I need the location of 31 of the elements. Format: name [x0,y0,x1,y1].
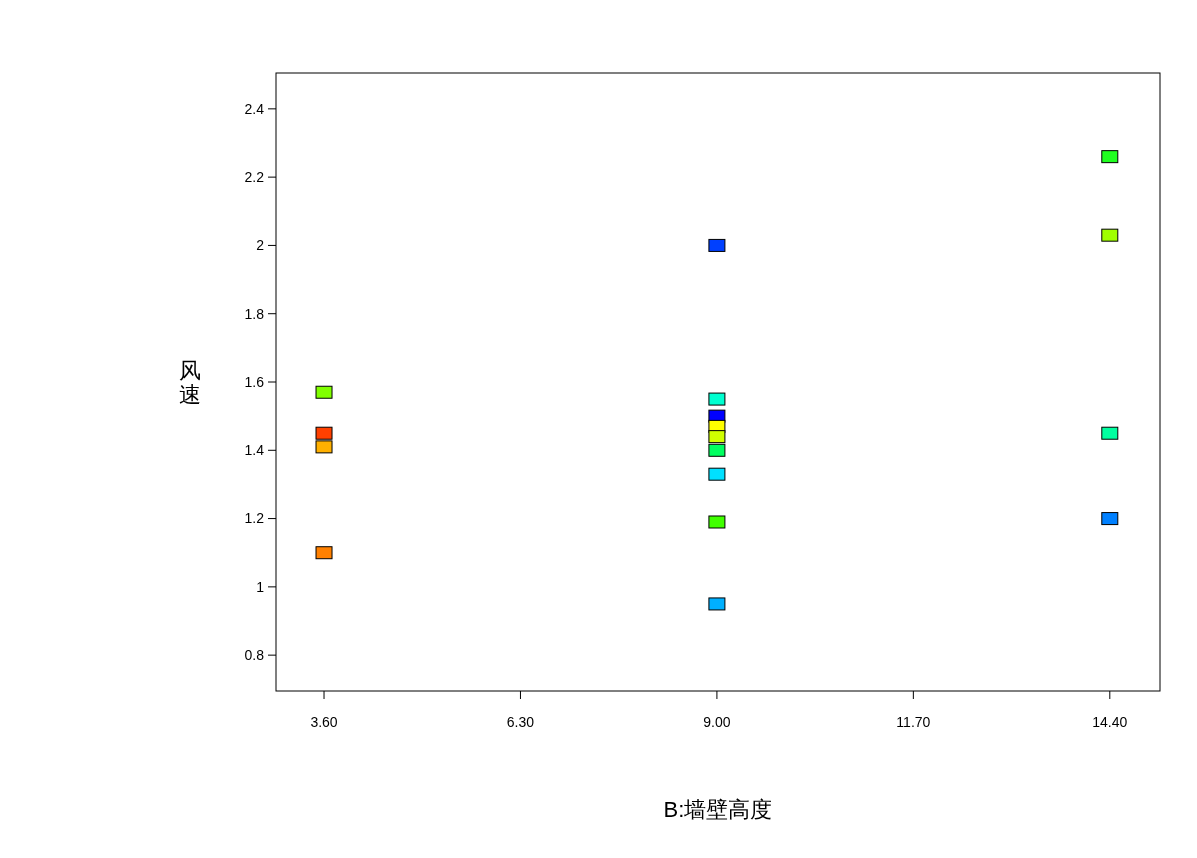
y-tick-label: 1.4 [244,442,265,459]
x-tick-label: 14.40 [1092,714,1128,730]
point [1101,228,1119,242]
point [708,430,726,444]
x-tick-label: 3.60 [310,714,338,730]
point [315,426,333,440]
y-tick-label: 0.8 [244,647,265,664]
point [315,440,333,454]
point [708,238,726,252]
point [315,385,333,399]
y-tick-label: 1.6 [244,373,265,390]
point [708,392,726,406]
point [1101,426,1119,440]
y-axis-title: 风速 [179,358,201,407]
point [708,597,726,611]
point [315,546,333,560]
point [1101,150,1119,164]
x-tick-label: 11.70 [896,714,931,730]
x-tick-label: 6.30 [506,714,535,730]
y-tick-label: 1.2 [244,510,265,527]
point [708,515,726,529]
y-tick-label: 2.2 [244,169,265,186]
point [708,443,726,457]
point [708,467,726,481]
x-tick-label: 9.00 [703,714,731,730]
y-tick-label: 2.4 [244,100,265,117]
point [1101,512,1119,526]
y-tick-label: 1 [256,578,265,595]
x-axis-title: B:墙壁高度 [663,797,773,822]
y-tick-label: 2 [256,237,265,254]
y-tick-label: 1.8 [244,305,265,322]
